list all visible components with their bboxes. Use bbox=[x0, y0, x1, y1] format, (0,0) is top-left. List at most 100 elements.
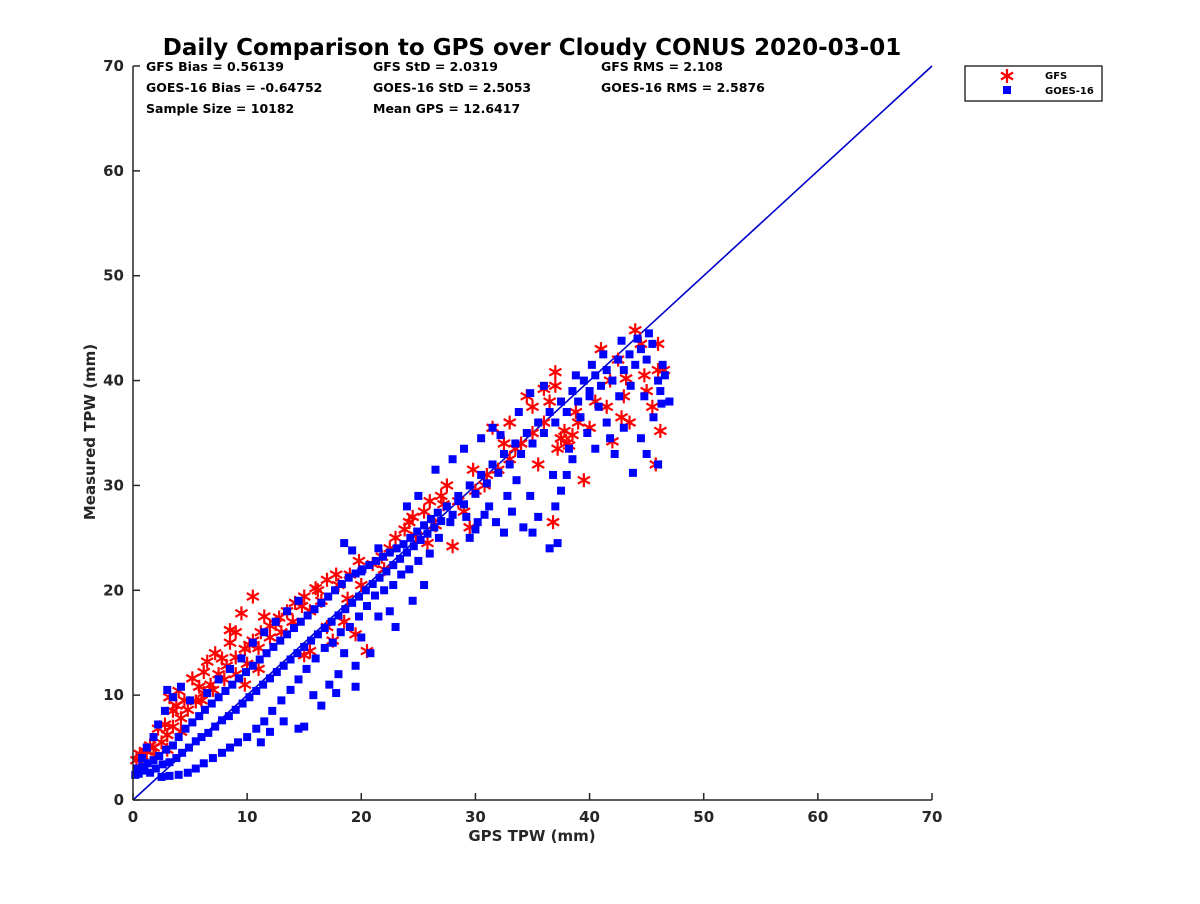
goes16-point bbox=[617, 336, 626, 345]
legend-gfs-asterisk-stroke bbox=[1000, 71, 1014, 81]
gfs-point-stroke bbox=[531, 460, 545, 469]
gfs-point-stroke bbox=[272, 613, 286, 623]
goes16-point bbox=[191, 764, 200, 773]
gfs-point-stroke bbox=[637, 370, 651, 380]
goes16-point bbox=[434, 533, 443, 542]
gfs-point bbox=[329, 567, 343, 582]
goes16-point bbox=[528, 439, 537, 448]
goes16-point bbox=[224, 712, 233, 721]
goes16-point bbox=[594, 402, 603, 411]
goes16-point bbox=[553, 539, 562, 548]
goes16-point bbox=[163, 685, 172, 694]
goes16-point bbox=[485, 502, 494, 511]
goes16-point bbox=[260, 717, 269, 726]
goes16-point bbox=[402, 548, 411, 557]
goes16-point bbox=[325, 680, 334, 689]
goes16-point bbox=[248, 638, 257, 647]
gfs-point bbox=[548, 365, 562, 380]
goes16-point bbox=[262, 649, 271, 658]
gfs-point-stroke bbox=[445, 541, 460, 551]
goes16-point bbox=[571, 371, 580, 380]
goes16-point bbox=[226, 664, 235, 673]
goes16-point bbox=[656, 387, 665, 396]
goes16-point bbox=[303, 611, 312, 620]
goes16-point bbox=[302, 664, 311, 673]
goes16-point bbox=[477, 434, 486, 443]
goes16-point bbox=[385, 548, 394, 557]
x-tick-label: 30 bbox=[465, 808, 486, 826]
goes16-point bbox=[149, 733, 158, 742]
goes16-point bbox=[355, 612, 364, 621]
goes16-point bbox=[579, 376, 588, 385]
goes16-point bbox=[473, 518, 482, 527]
goes16-point bbox=[642, 355, 651, 364]
goes16-point bbox=[587, 360, 596, 369]
gfs-point bbox=[311, 583, 325, 598]
gfs-point bbox=[423, 494, 437, 509]
x-tick-label: 70 bbox=[922, 808, 943, 826]
gfs-point bbox=[503, 415, 517, 430]
goes16-point bbox=[405, 565, 414, 574]
goes16-point bbox=[195, 712, 204, 721]
gfs-point bbox=[223, 635, 237, 650]
goes16-point bbox=[265, 674, 274, 683]
goes16-point bbox=[551, 502, 560, 511]
goes16-point bbox=[183, 768, 192, 777]
goes16-point bbox=[636, 434, 645, 443]
gfs-point-stroke bbox=[151, 724, 165, 734]
goes16-point bbox=[317, 701, 326, 710]
goes16-point bbox=[255, 655, 264, 664]
goes16-point bbox=[397, 570, 406, 579]
goes16-point bbox=[368, 579, 377, 588]
x-tick-label: 40 bbox=[579, 808, 600, 826]
goes16-point bbox=[402, 502, 411, 511]
y-tick-label: 70 bbox=[103, 57, 124, 75]
goes16-point bbox=[178, 748, 187, 757]
stat-text: Sample Size = 10182 bbox=[146, 101, 294, 116]
gfs-point bbox=[246, 589, 260, 604]
goes16-point bbox=[380, 586, 389, 595]
gfs-point-stroke bbox=[234, 608, 249, 618]
goes16-point bbox=[562, 408, 571, 417]
goes16-point bbox=[237, 654, 246, 663]
goes16-point bbox=[132, 764, 141, 773]
goes16-point bbox=[494, 468, 503, 477]
gfs-point-stroke bbox=[406, 512, 420, 522]
goes16-point bbox=[256, 738, 265, 747]
gfs-point bbox=[440, 478, 454, 493]
goes16-point bbox=[311, 654, 320, 663]
x-tick-label: 20 bbox=[351, 808, 372, 826]
goes16-point bbox=[625, 350, 634, 359]
goes16-point bbox=[283, 630, 292, 639]
goes16-point bbox=[471, 525, 480, 534]
goes16-point bbox=[539, 381, 548, 390]
goes16-point bbox=[471, 489, 480, 498]
gfs-point bbox=[577, 473, 591, 488]
goes16-point bbox=[307, 636, 316, 645]
gfs-point-stroke bbox=[208, 648, 222, 658]
goes16-point bbox=[460, 500, 469, 509]
goes16-point bbox=[396, 554, 405, 563]
goes16-point bbox=[351, 569, 360, 578]
goes16-point bbox=[214, 693, 223, 702]
goes16-point bbox=[191, 737, 200, 746]
gfs-point-stroke bbox=[246, 592, 260, 602]
goes16-point bbox=[334, 611, 343, 620]
legend: GFS GOES-16 bbox=[964, 65, 1103, 102]
goes16-point bbox=[328, 638, 337, 647]
goes16-point bbox=[545, 408, 554, 417]
goes16-point bbox=[615, 392, 624, 401]
goes16-point bbox=[591, 444, 600, 453]
goes16-point bbox=[184, 743, 193, 752]
goes16-point bbox=[420, 521, 429, 530]
goes16-point bbox=[268, 706, 277, 715]
goes16-point bbox=[640, 392, 649, 401]
goes16-point bbox=[568, 455, 577, 464]
goes16-point bbox=[482, 479, 491, 488]
goes16-point bbox=[389, 561, 398, 570]
goes16-point bbox=[636, 345, 645, 354]
x-tick-label: 60 bbox=[807, 808, 828, 826]
gfs-point bbox=[557, 423, 572, 438]
goes16-point bbox=[488, 423, 497, 432]
plot-area bbox=[129, 65, 933, 801]
